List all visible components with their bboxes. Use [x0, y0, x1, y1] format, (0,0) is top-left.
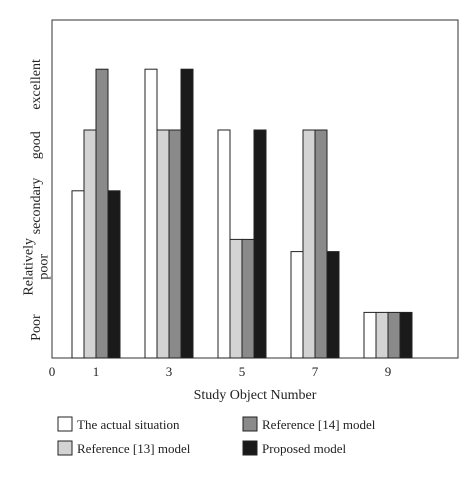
bar	[107, 190, 121, 359]
y-level-label: Poor	[29, 314, 44, 341]
bar	[156, 129, 170, 359]
x-tick-label: 5	[239, 364, 246, 379]
bar	[363, 311, 377, 359]
bar	[387, 311, 401, 359]
bar	[217, 129, 231, 359]
x-axis-label: Study Object Number	[194, 388, 317, 403]
y-level-label: secondary	[29, 178, 44, 235]
legend-label: Proposed model	[262, 441, 347, 456]
legend-swatch	[57, 416, 73, 432]
y-level-label: Relativelypoor	[22, 238, 52, 296]
x-origin-label: 0	[49, 364, 56, 379]
x-axis-ticks: 1 3 5 7 9	[93, 364, 392, 379]
x-tick-label: 9	[385, 364, 392, 379]
bar	[71, 190, 85, 359]
bar	[314, 129, 328, 359]
legend-label: The actual situation	[77, 417, 180, 432]
legend: The actual situation Reference [13] model…	[57, 416, 376, 456]
bars	[71, 68, 413, 359]
bar	[241, 238, 255, 359]
bar	[180, 68, 194, 359]
bar	[326, 251, 340, 359]
legend-swatch	[242, 440, 258, 456]
legend-label: Reference [13] model	[77, 441, 191, 456]
bar	[83, 129, 97, 359]
legend-swatch	[242, 416, 258, 432]
x-tick-label: 7	[312, 364, 319, 379]
y-level-label: excellent	[29, 59, 44, 110]
bar	[253, 129, 267, 359]
bar	[95, 68, 109, 359]
bar	[229, 238, 243, 359]
legend-swatch	[57, 440, 73, 456]
bar	[302, 129, 316, 359]
bar	[290, 251, 304, 359]
bar	[144, 68, 158, 359]
x-tick-label: 1	[93, 364, 100, 379]
y-level-labels: Poor Relativelypoor secondary good excellent	[22, 59, 52, 341]
x-tick-label: 3	[166, 364, 173, 379]
bar	[375, 311, 389, 359]
legend-label: Reference [14] model	[262, 417, 376, 432]
y-level-label: good	[29, 131, 44, 159]
bar	[168, 129, 182, 359]
bar	[399, 311, 413, 359]
